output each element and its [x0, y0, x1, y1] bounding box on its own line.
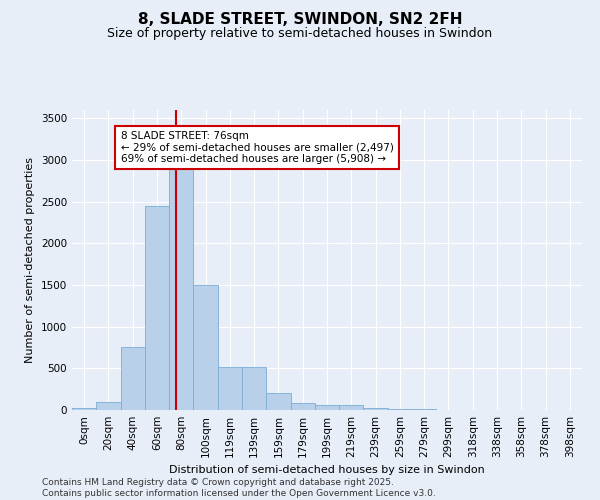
- Bar: [193, 285, 218, 410]
- Bar: [364, 408, 388, 410]
- Bar: [290, 404, 315, 410]
- Text: Contains HM Land Registry data © Crown copyright and database right 2025.
Contai: Contains HM Land Registry data © Crown c…: [42, 478, 436, 498]
- Bar: [169, 168, 193, 410]
- Bar: [121, 346, 145, 410]
- Y-axis label: Number of semi-detached properties: Number of semi-detached properties: [25, 157, 35, 363]
- Bar: [242, 366, 266, 410]
- Bar: [388, 409, 412, 410]
- Bar: [315, 405, 339, 410]
- Bar: [412, 409, 436, 410]
- Bar: [339, 406, 364, 410]
- Text: Size of property relative to semi-detached houses in Swindon: Size of property relative to semi-detach…: [107, 28, 493, 40]
- Text: 8, SLADE STREET, SWINDON, SN2 2FH: 8, SLADE STREET, SWINDON, SN2 2FH: [138, 12, 462, 28]
- Bar: [266, 394, 290, 410]
- Bar: [96, 402, 121, 410]
- Text: 8 SLADE STREET: 76sqm
← 29% of semi-detached houses are smaller (2,497)
69% of s: 8 SLADE STREET: 76sqm ← 29% of semi-deta…: [121, 131, 394, 164]
- Bar: [218, 366, 242, 410]
- X-axis label: Distribution of semi-detached houses by size in Swindon: Distribution of semi-detached houses by …: [169, 466, 485, 475]
- Bar: [72, 408, 96, 410]
- Bar: [145, 206, 169, 410]
